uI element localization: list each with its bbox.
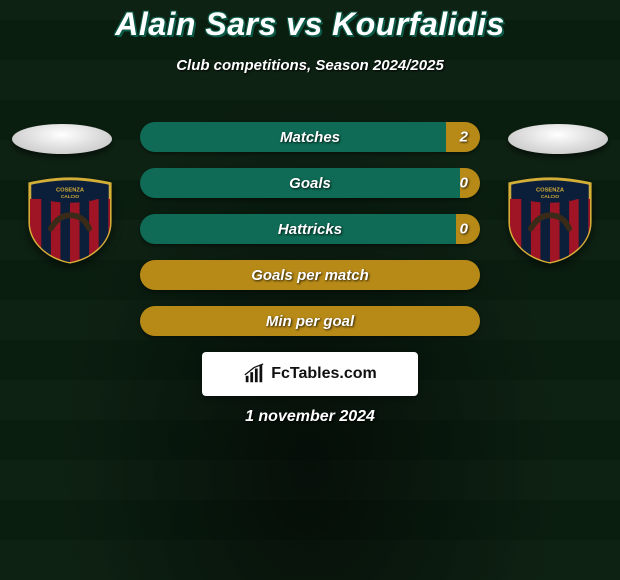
club-badge-left: COSENZA CALCIO: [22, 176, 118, 264]
stat-row-matches: Matches 2: [140, 122, 480, 152]
page-subtitle: Club competitions, Season 2024/2025: [0, 57, 620, 74]
comparison-card: Alain Sars vs Kourfalidis Club competiti…: [0, 0, 620, 580]
attribution-text: FcTables.com: [271, 365, 377, 383]
stat-row-goals: Goals 0: [140, 168, 480, 198]
stat-right-value: 0: [460, 221, 468, 238]
svg-text:CALCIO: CALCIO: [541, 194, 560, 200]
shield-icon: COSENZA CALCIO: [22, 176, 118, 264]
bar-chart-icon: [243, 363, 265, 385]
stat-row-min-per-goal: Min per goal: [140, 306, 480, 336]
stat-label: Min per goal: [266, 313, 354, 330]
stat-label: Matches: [280, 129, 340, 146]
stat-row-hattricks: Hattricks 0: [140, 214, 480, 244]
svg-text:CALCIO: CALCIO: [61, 194, 80, 200]
page-title: Alain Sars vs Kourfalidis: [0, 0, 620, 43]
svg-text:COSENZA: COSENZA: [56, 187, 84, 193]
stat-label: Goals per match: [251, 267, 369, 284]
player-left-disc: [12, 124, 112, 154]
stat-label: Goals: [289, 175, 331, 192]
stats-area: Matches 2 Goals 0 Hattricks 0 Goals per …: [140, 122, 480, 352]
attribution-box: FcTables.com: [202, 352, 418, 396]
club-badge-right: COSENZA CALCIO: [502, 176, 598, 264]
stat-label: Hattricks: [278, 221, 342, 238]
stat-right-value: 2: [460, 129, 468, 146]
shield-icon: COSENZA CALCIO: [502, 176, 598, 264]
footer-date: 1 november 2024: [0, 408, 620, 426]
stat-row-goals-per-match: Goals per match: [140, 260, 480, 290]
stat-right-value: 0: [460, 175, 468, 192]
svg-text:COSENZA: COSENZA: [536, 187, 564, 193]
player-right-disc: [508, 124, 608, 154]
